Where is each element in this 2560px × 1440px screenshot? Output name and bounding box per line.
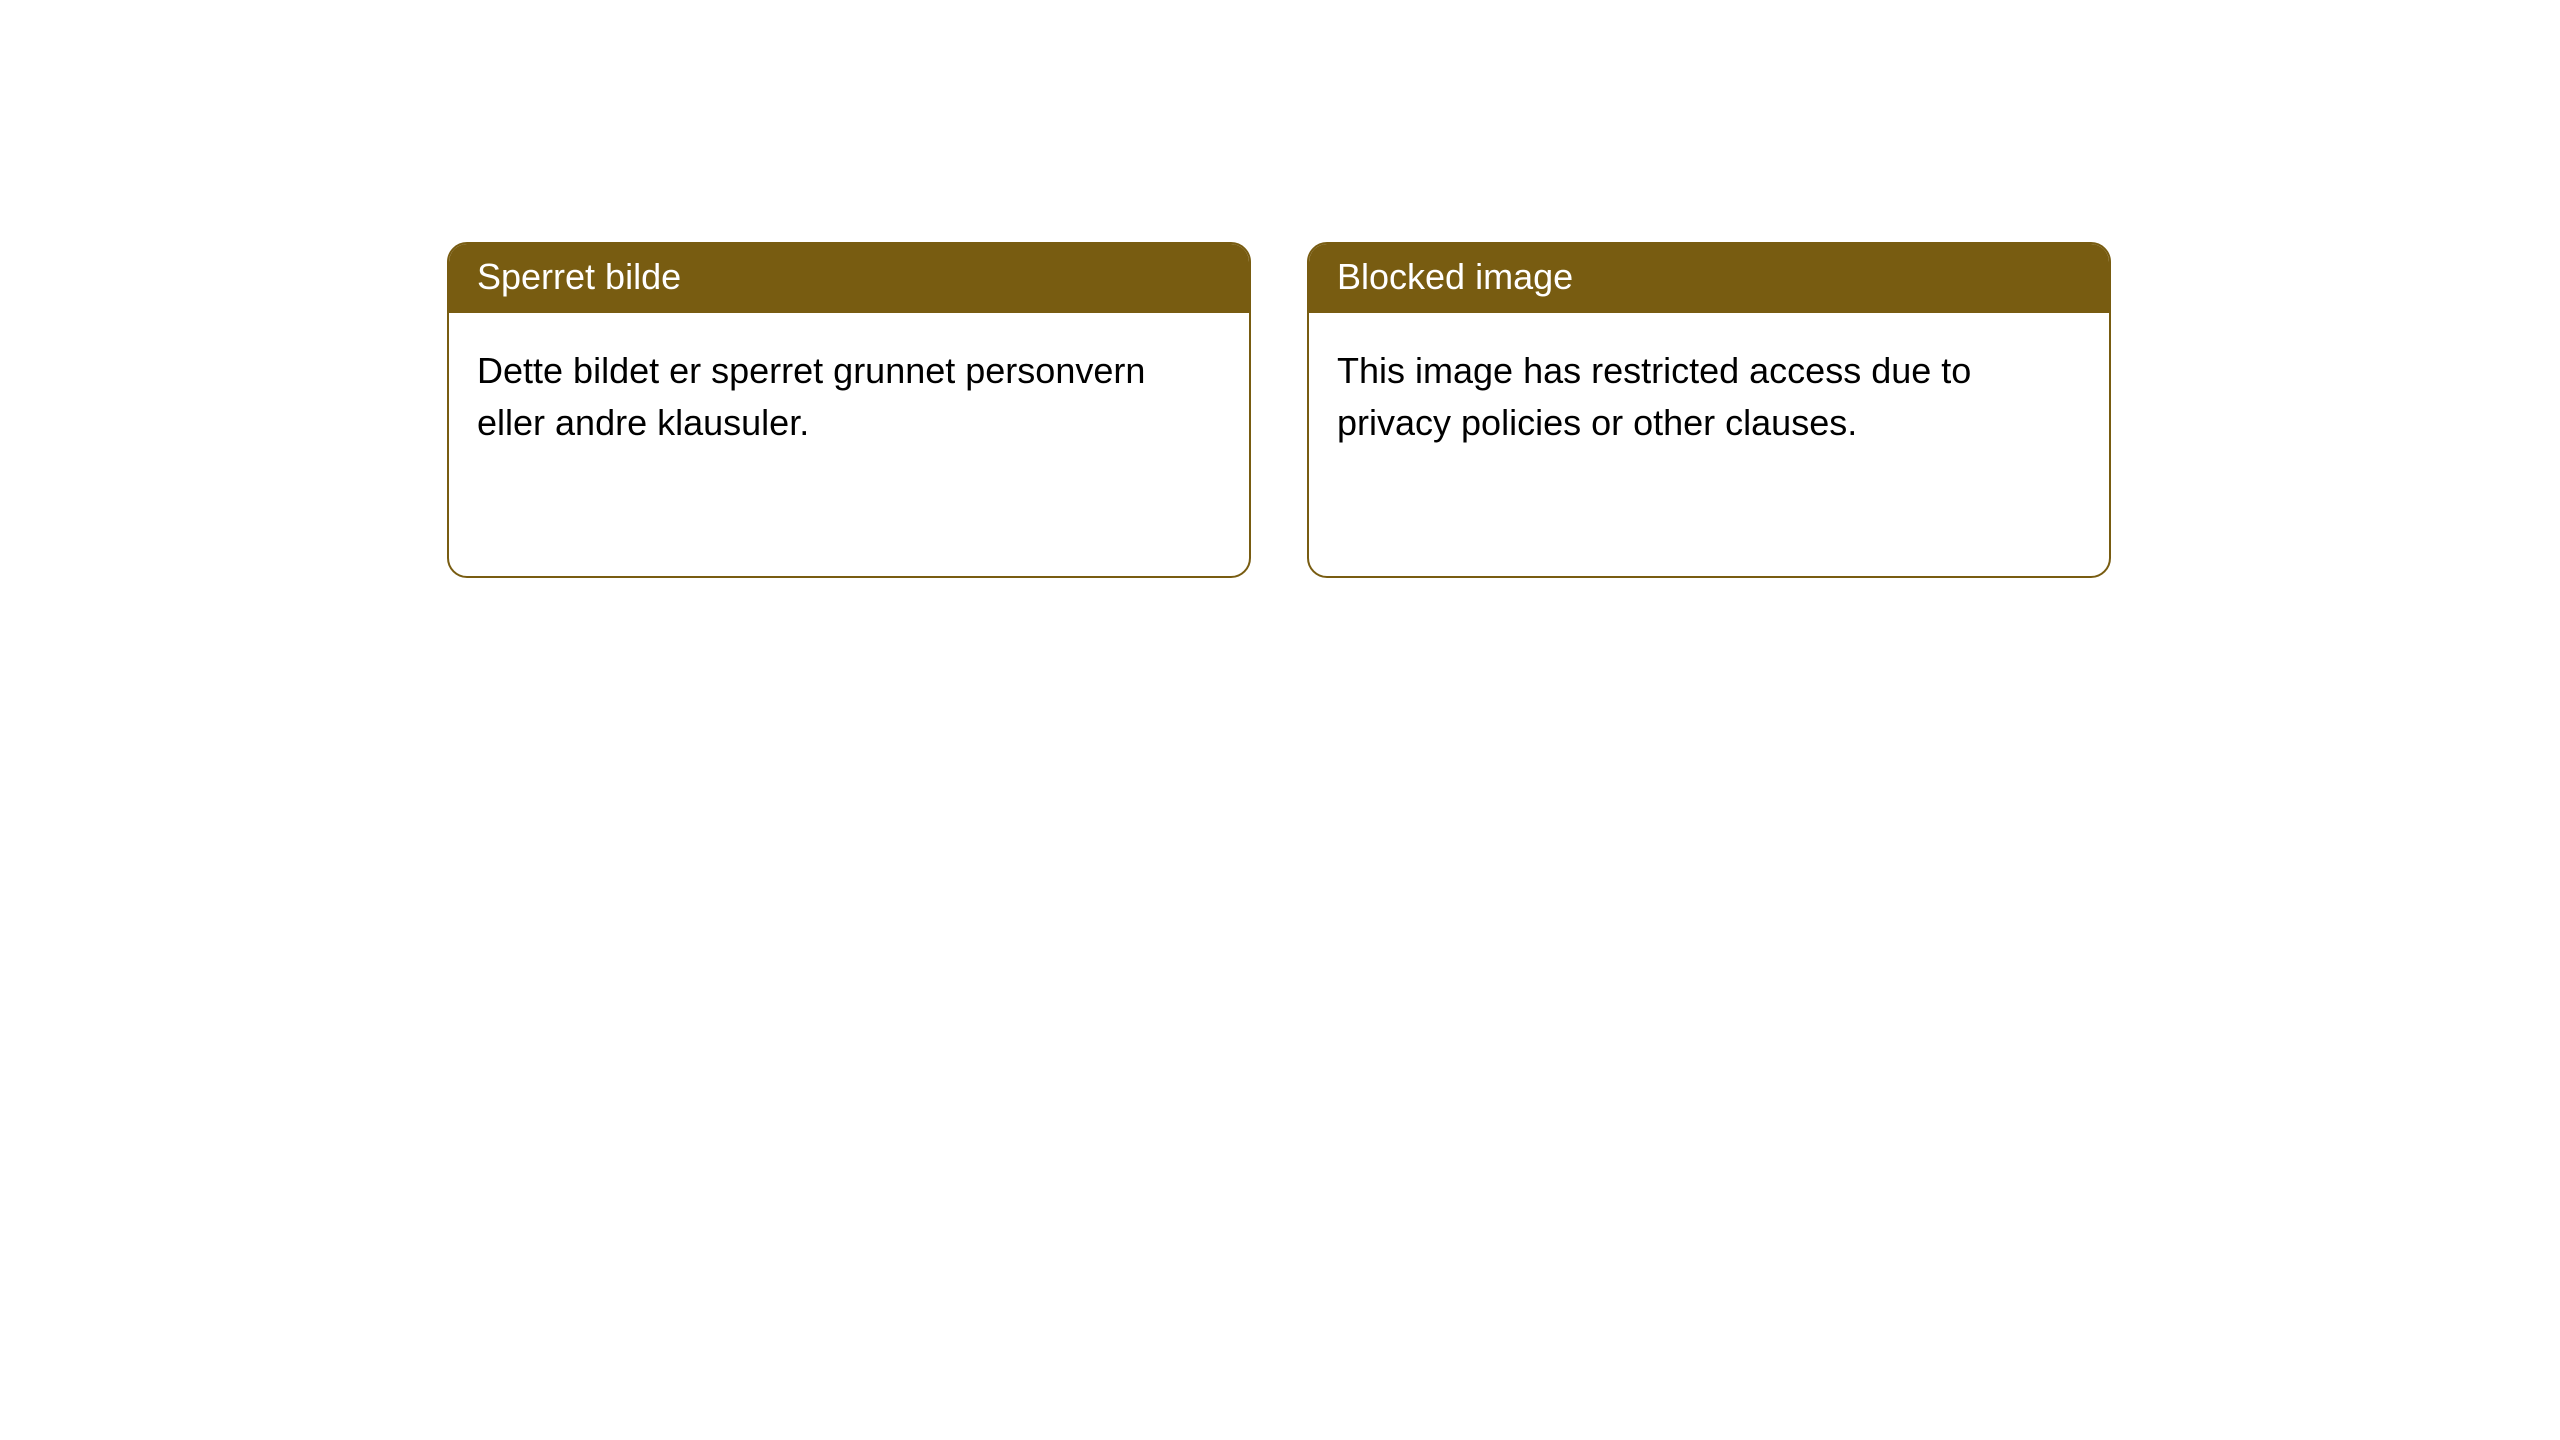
notice-body-norwegian: Dette bildet er sperret grunnet personve… <box>449 313 1249 481</box>
notice-body-english: This image has restricted access due to … <box>1309 313 2109 481</box>
notice-card-norwegian: Sperret bilde Dette bildet er sperret gr… <box>447 242 1251 578</box>
notice-card-english: Blocked image This image has restricted … <box>1307 242 2111 578</box>
notice-title-norwegian: Sperret bilde <box>449 244 1249 313</box>
notice-title-english: Blocked image <box>1309 244 2109 313</box>
notice-container: Sperret bilde Dette bildet er sperret gr… <box>0 0 2560 578</box>
